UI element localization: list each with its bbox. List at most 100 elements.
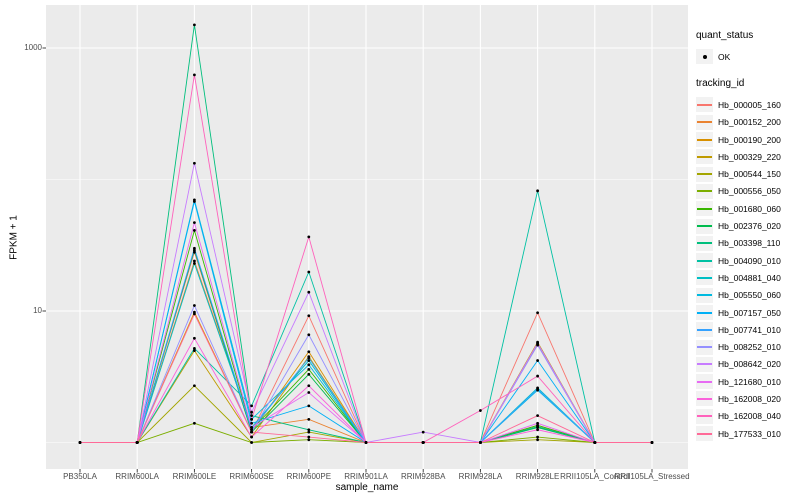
legend-key-line xyxy=(697,276,712,279)
data-point xyxy=(193,161,196,165)
legend-key xyxy=(696,305,713,320)
legend-item-label: Hb_000005_160 xyxy=(718,99,781,110)
legend-key-line xyxy=(697,121,712,124)
x-tick-label: RRIM600LE xyxy=(172,472,217,481)
legend-key-line xyxy=(697,155,712,158)
data-point xyxy=(536,428,539,432)
legend-item: Hb_000544_150 xyxy=(696,165,800,182)
data-point xyxy=(307,290,311,294)
legend-key-line xyxy=(697,380,712,383)
data-point xyxy=(193,73,196,77)
legend-item: Hb_000005_160 xyxy=(696,96,800,113)
x-axis-title: sample_name xyxy=(335,482,399,493)
data-point xyxy=(193,200,196,203)
legend-item: Hb_008252_010 xyxy=(696,338,800,355)
y-axis-tick-labels: 1000 10 xyxy=(0,0,46,500)
legend-key xyxy=(696,253,713,269)
data-point xyxy=(536,387,539,391)
legend-item: Hb_004881_040 xyxy=(696,269,800,286)
legend-item-label: Hb_162008_040 xyxy=(718,411,781,422)
legend-key-line xyxy=(697,225,712,228)
data-point xyxy=(479,441,482,444)
legend-key-line xyxy=(697,294,712,297)
data-point xyxy=(250,421,254,425)
legend-key xyxy=(696,339,713,355)
y-tick-label: 1000 xyxy=(24,43,42,52)
data-point xyxy=(307,333,311,337)
data-point xyxy=(479,409,482,412)
legend-item-label: Hb_177533_010 xyxy=(718,428,781,439)
legend-key xyxy=(696,149,713,165)
legend-key xyxy=(696,166,713,182)
legend-key-line xyxy=(697,328,712,331)
data-point xyxy=(78,441,82,444)
data-point xyxy=(536,438,539,442)
data-point xyxy=(193,250,196,254)
data-point xyxy=(536,435,539,439)
x-tick-label: RRIM928BA xyxy=(400,472,446,481)
legend-item: Hb_004090_010 xyxy=(696,252,800,269)
legend-title-quant-status: quant_status xyxy=(696,30,754,41)
data-point xyxy=(307,404,311,408)
legend-key-line xyxy=(697,432,712,435)
x-tick-label: RRIM600SE xyxy=(229,472,274,481)
data-point xyxy=(193,384,196,388)
data-point xyxy=(536,414,539,418)
point-symbol-icon xyxy=(702,54,707,59)
legend-key-line xyxy=(697,138,712,141)
legend-item-label: Hb_162008_020 xyxy=(718,393,781,404)
data-point xyxy=(193,246,196,250)
legend-item-label: Hb_004881_040 xyxy=(718,272,781,283)
data-point xyxy=(307,235,311,239)
legend-title-tracking-id: tracking_id xyxy=(696,78,745,90)
data-point xyxy=(193,221,196,225)
data-point xyxy=(307,270,311,274)
legend-item: Hb_007741_010 xyxy=(696,321,800,338)
data-point xyxy=(250,410,254,414)
legend-item-label: Hb_003398_110 xyxy=(718,238,781,249)
legend-item-ok: OK xyxy=(696,48,800,65)
x-tick-label: RRIM928LA xyxy=(458,472,503,481)
legend-key-line xyxy=(697,173,712,176)
legend-item: Hb_121680_010 xyxy=(696,373,800,390)
data-point xyxy=(307,435,311,439)
data-point xyxy=(536,341,539,345)
data-point xyxy=(250,430,254,434)
data-point xyxy=(536,311,539,315)
data-point xyxy=(536,425,539,429)
legend-key-line xyxy=(697,103,712,106)
data-point xyxy=(307,356,311,360)
data-point xyxy=(536,421,539,425)
data-point xyxy=(193,262,196,265)
legend-item: Hb_008642_020 xyxy=(696,356,800,373)
legend-item-label: Hb_000190_200 xyxy=(718,134,781,145)
legend-item-label: Hb_001680_060 xyxy=(718,203,781,214)
data-point xyxy=(421,441,425,444)
legend-item: Hb_000556_050 xyxy=(696,183,800,200)
legend-key-line xyxy=(697,259,712,262)
x-tick-label: RRIM600PE xyxy=(286,472,332,481)
legend-key-line xyxy=(697,190,712,193)
legend-key xyxy=(696,426,713,442)
legend-item: Hb_003398_110 xyxy=(696,235,800,252)
legend-key xyxy=(696,201,713,217)
data-point xyxy=(307,359,311,362)
legend-item-label: Hb_000556_050 xyxy=(718,186,781,197)
legend-key xyxy=(696,391,713,407)
x-axis-tick-labels: PB350LA RRIM600LA RRIM600LE RRIM600SE RRIM60… xyxy=(0,472,800,484)
x-tick-label: RRII105LA_Control xyxy=(560,472,630,481)
data-point xyxy=(250,435,254,439)
legend-key xyxy=(696,270,713,286)
x-tick-label: RRII105LA_Stressed xyxy=(614,472,690,481)
data-point xyxy=(135,441,139,444)
legend-item-label: Hb_007741_010 xyxy=(718,324,781,335)
legend-item: Hb_005550_060 xyxy=(696,287,800,304)
data-point xyxy=(250,417,254,421)
legend-item: Hb_000152_200 xyxy=(696,114,800,131)
data-point xyxy=(193,349,196,352)
legend-key-line xyxy=(697,363,712,366)
legend-item: Hb_000329_220 xyxy=(696,148,800,165)
legend-tracking-entries: Hb_000005_160 Hb_000152_200 Hb_000190_200 H… xyxy=(696,96,800,442)
